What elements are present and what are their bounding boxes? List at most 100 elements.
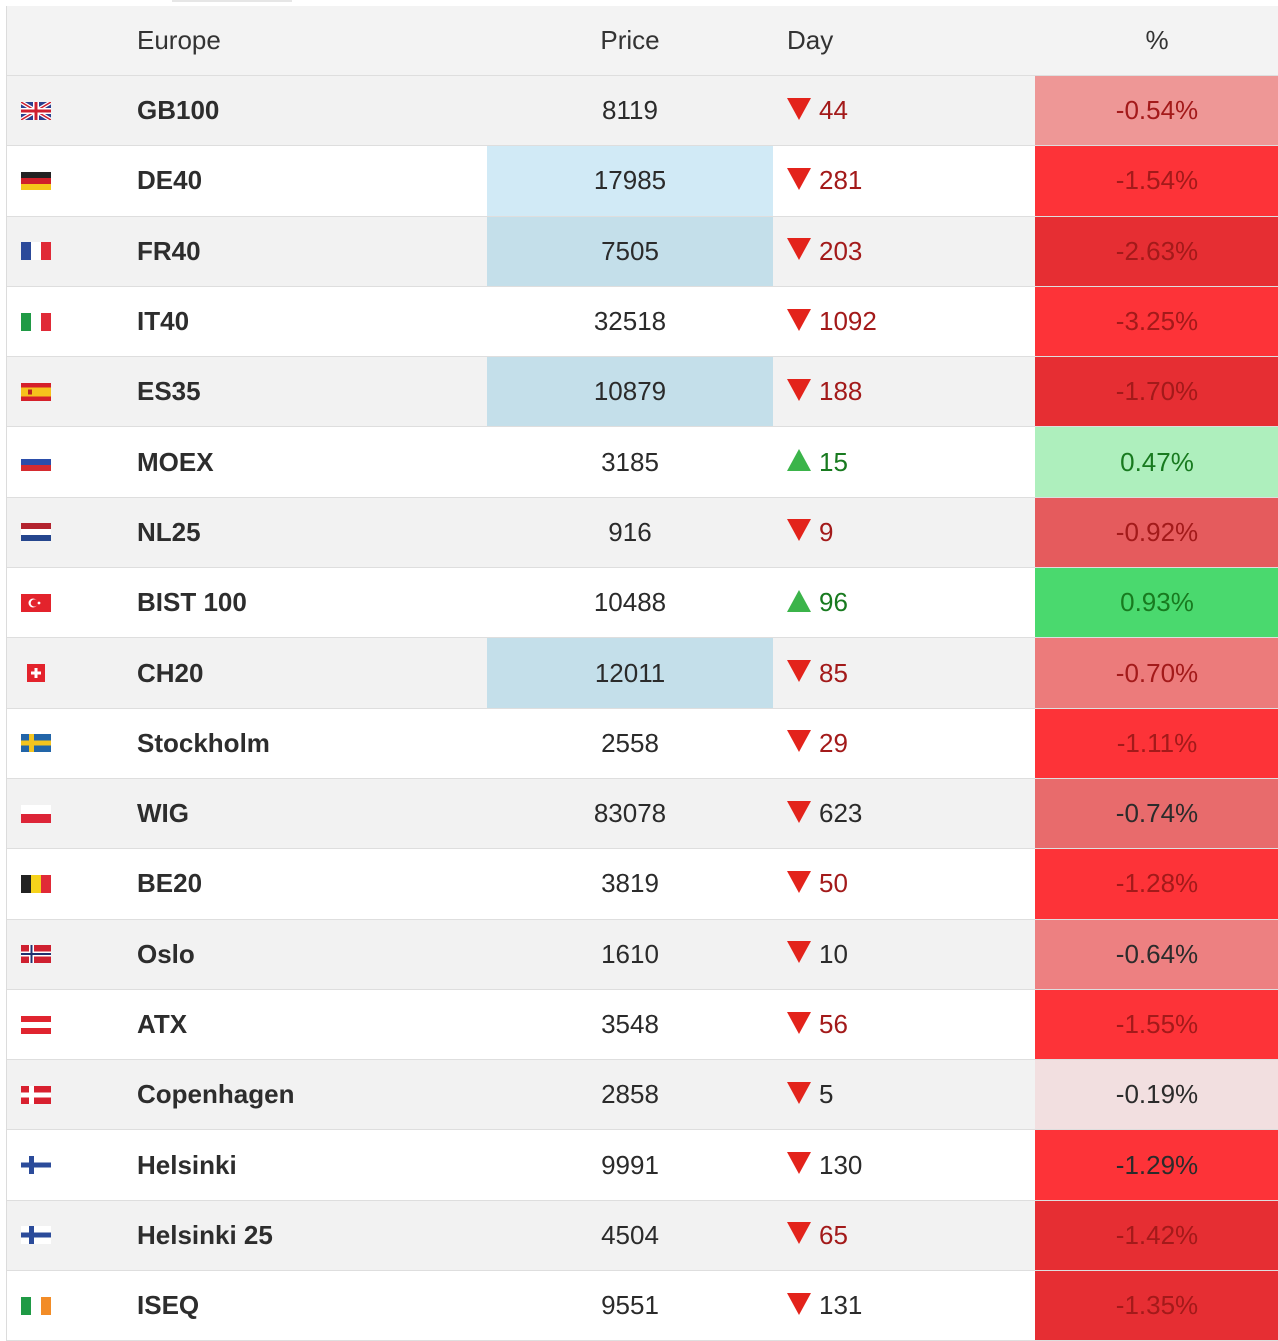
day-change-value: 15 [819, 446, 848, 477]
day-change-cell: 50 [773, 849, 1035, 918]
flag-cell [7, 920, 137, 989]
index-name-link[interactable]: ATX [137, 1009, 188, 1039]
arrow-down-icon [787, 519, 811, 542]
index-name-link[interactable]: Helsinki [137, 1149, 237, 1180]
table-row[interactable]: GB100 8119 44 -0.54% [7, 76, 1278, 147]
day-change-value: 56 [819, 1009, 848, 1039]
denmark-flag-icon [21, 1085, 51, 1104]
table-row[interactable]: IT40 32518 1092 -3.25% [7, 286, 1278, 358]
table-row[interactable]: Helsinki 25 4504 65 -1.42% [7, 1200, 1278, 1272]
price-cell: 9991 [601, 1149, 659, 1180]
arrow-down-icon [787, 238, 811, 261]
index-name-link[interactable]: IT40 [137, 306, 190, 337]
day-change-value: 9 [819, 516, 834, 547]
index-name-link[interactable]: WIG [137, 798, 189, 829]
arrow-down-icon [787, 167, 811, 190]
table-row[interactable]: BIST 100 10488 96 0.93% [7, 568, 1278, 639]
price-cell: 4504 [601, 1219, 659, 1250]
norway-flag-icon [21, 945, 51, 964]
price-cell: 916 [608, 516, 652, 547]
table-row[interactable]: CH20 12011 85 -0.70% [7, 638, 1278, 709]
price-cell: 10879 [487, 357, 773, 427]
index-name-link[interactable]: Stockholm [137, 727, 270, 758]
flag-cell [7, 357, 137, 426]
france-flag-icon [21, 242, 51, 261]
index-name-link[interactable]: Helsinki 25 [137, 1219, 273, 1250]
index-name-link[interactable]: Copenhagen [137, 1079, 295, 1110]
day-change-value: 130 [819, 1149, 863, 1180]
table-row[interactable]: ES35 10879 188 -1.70% [7, 357, 1278, 428]
index-name-link[interactable]: Oslo [137, 938, 195, 969]
header-region[interactable]: Europe [137, 25, 221, 55]
price-cell: 8119 [602, 95, 658, 126]
flag-cell [7, 990, 137, 1059]
day-change-value: 85 [819, 657, 848, 688]
price-cell: 1610 [601, 938, 659, 969]
arrow-up-icon [787, 449, 811, 472]
price-cell: 17985 [487, 146, 773, 216]
table-row[interactable]: DE40 17985 281 -1.54% [7, 146, 1278, 217]
netherlands-flag-icon [21, 523, 51, 542]
index-name-link[interactable]: BIST 100 [137, 587, 247, 618]
table-row[interactable]: Helsinki 9991 130 -1.29% [7, 1130, 1278, 1201]
header-percent[interactable]: % [1145, 25, 1169, 55]
russia-flag-icon [21, 453, 51, 472]
day-change-cell: 130 [773, 1130, 1035, 1199]
flag-cell [7, 217, 137, 286]
index-name-link[interactable]: MOEX [137, 446, 214, 477]
price-cell: 3185 [601, 446, 659, 477]
index-name-link[interactable]: BE20 [137, 868, 203, 899]
table-row[interactable]: NL25 916 9 -0.92% [7, 497, 1278, 569]
flag-cell [7, 1130, 137, 1199]
percent-change-cell: -1.29% [1035, 1130, 1278, 1200]
table-row[interactable]: FR40 7505 203 -2.63% [7, 216, 1278, 287]
flag-cell [7, 779, 137, 848]
flag-cell [7, 849, 137, 918]
day-change-value: 188 [819, 376, 863, 407]
index-name-link[interactable]: GB100 [137, 95, 220, 126]
table-row[interactable]: MOEX 3185 15 0.47% [7, 427, 1278, 498]
table-header: Europe Price Day % [7, 6, 1278, 76]
index-name-link[interactable]: FR40 [137, 235, 201, 266]
table-row[interactable]: Stockholm 2558 29 -1.11% [7, 708, 1278, 779]
flag-cell [7, 146, 137, 215]
percent-change-cell: -1.42% [1035, 1200, 1278, 1271]
arrow-down-icon [787, 1292, 811, 1315]
table-row[interactable]: Copenhagen 2858 5 -0.19% [7, 1060, 1278, 1131]
table-row[interactable]: Oslo 1610 10 -0.64% [7, 919, 1278, 990]
arrow-up-icon [787, 589, 811, 612]
arrow-down-icon [787, 870, 811, 893]
top-tab-indicator [172, 0, 292, 2]
poland-flag-icon [21, 804, 51, 823]
arrow-down-icon [787, 378, 811, 401]
price-cell: 3548 [601, 1009, 659, 1039]
day-change-cell: 5 [773, 1060, 1035, 1129]
arrow-down-icon [787, 1011, 811, 1034]
table-row[interactable]: ISEQ 9551 131 -1.35% [7, 1271, 1278, 1341]
austria-flag-icon [21, 1015, 51, 1034]
header-price[interactable]: Price [600, 25, 660, 55]
arrow-down-icon [787, 1152, 811, 1175]
italy-flag-icon [21, 312, 51, 331]
flag-cell [7, 427, 137, 496]
day-change-cell: 131 [773, 1271, 1035, 1340]
flag-cell [7, 1060, 137, 1129]
arrow-down-icon [787, 97, 811, 120]
flag-cell [7, 76, 137, 145]
index-name-link[interactable]: NL25 [137, 516, 201, 547]
index-name-link[interactable]: ES35 [137, 376, 201, 407]
table-row[interactable]: ATX 3548 56 -1.55% [7, 989, 1278, 1061]
index-name-link[interactable]: DE40 [137, 165, 203, 196]
index-name-link[interactable]: ISEQ [137, 1290, 200, 1321]
table-row[interactable]: BE20 3819 50 -1.28% [7, 849, 1278, 920]
percent-change-cell: -1.35% [1035, 1271, 1278, 1341]
table-row[interactable]: WIG 83078 623 -0.74% [7, 778, 1278, 850]
day-change-value: 5 [819, 1079, 834, 1110]
header-day[interactable]: Day [787, 25, 834, 55]
price-cell: 9551 [601, 1290, 659, 1321]
percent-change-cell: -0.19% [1035, 1060, 1278, 1130]
day-change-cell: 65 [773, 1201, 1035, 1270]
day-change-value: 10 [819, 938, 848, 969]
index-name-link[interactable]: CH20 [137, 657, 204, 688]
day-change-value: 203 [819, 235, 863, 266]
